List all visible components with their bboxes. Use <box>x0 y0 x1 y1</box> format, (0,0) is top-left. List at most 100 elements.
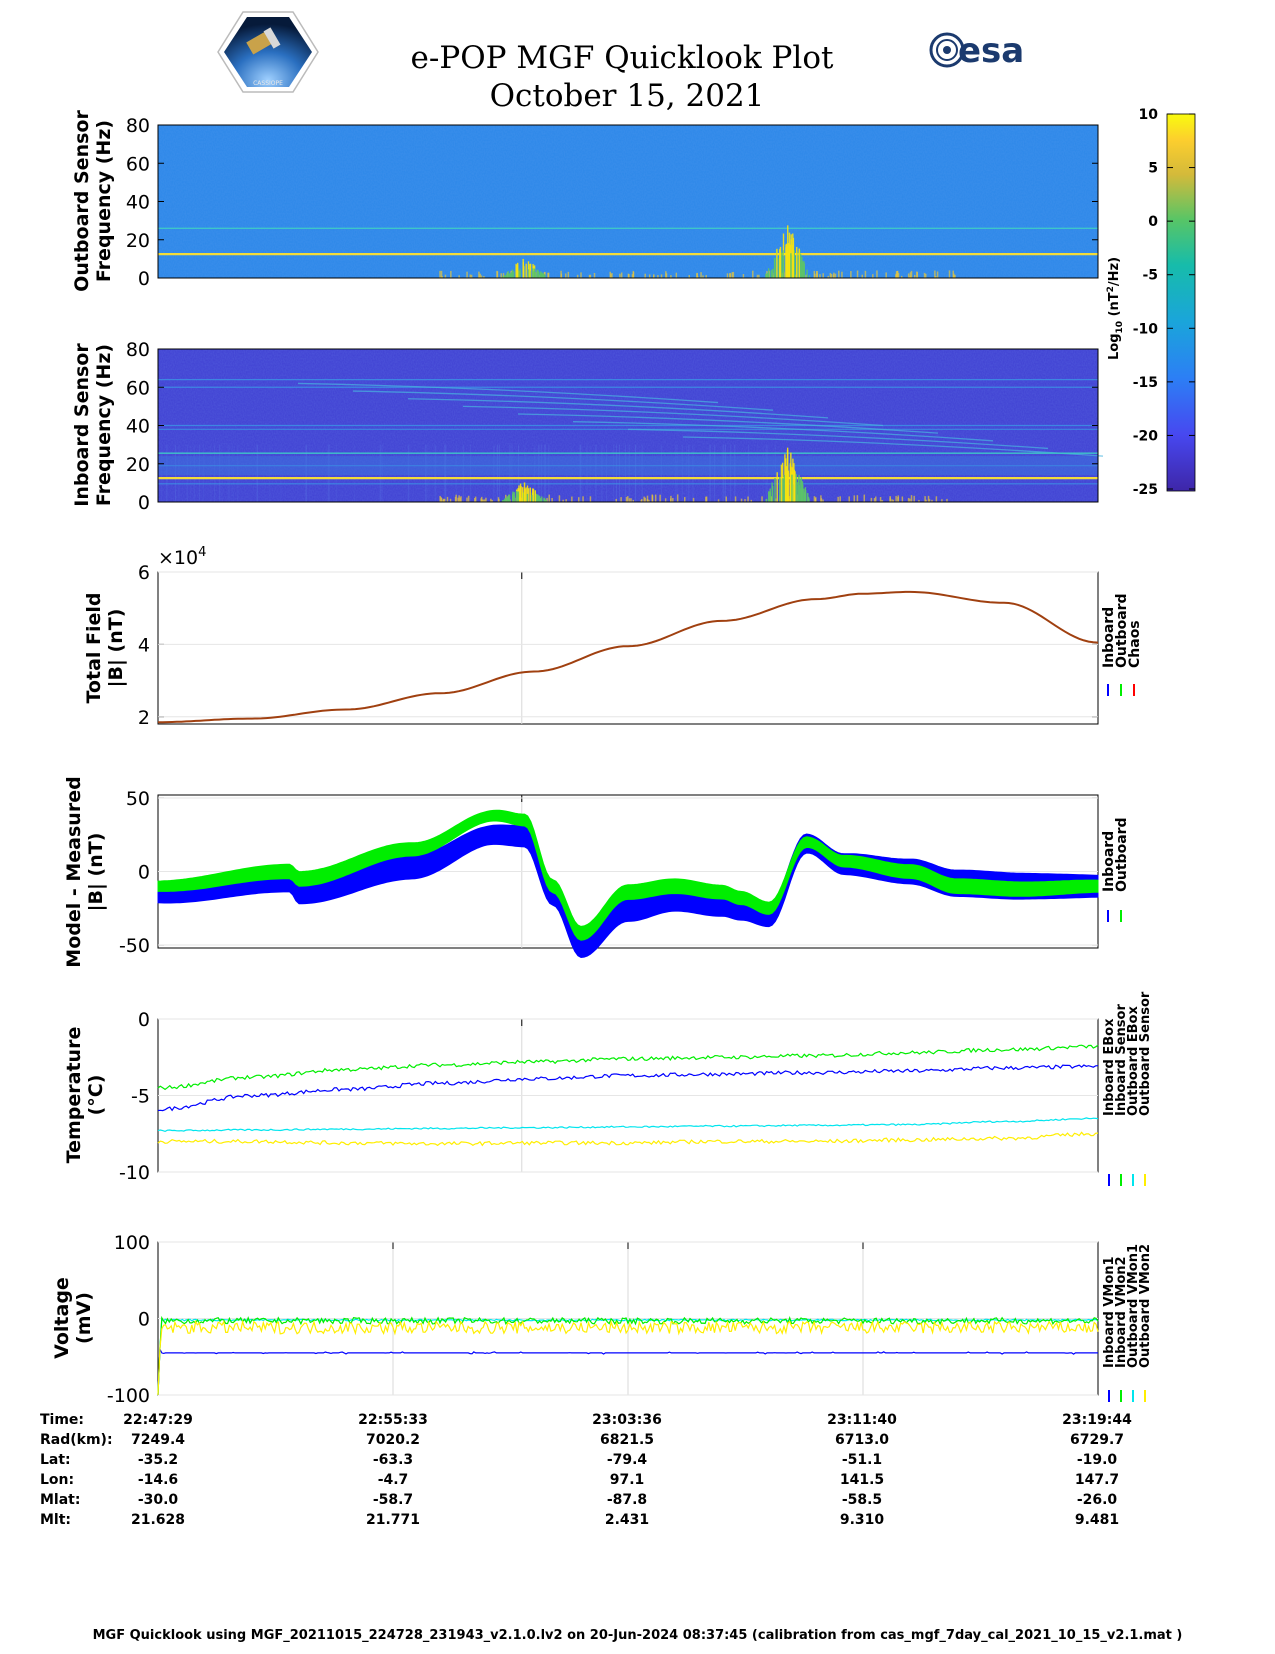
temperature-line <box>157 1044 1099 1091</box>
ephemeris-cell: -4.7 <box>378 1472 409 1488</box>
ytick-label: 50 <box>126 788 150 810</box>
drifting-trace <box>682 436 1104 457</box>
inboard-spectrogram-panel: 80 60 40 20 0 Inboard Sensor Frequency (Hz) <box>71 339 1104 514</box>
ytick-label: 0 <box>138 1009 150 1031</box>
legend-label: Outboard EBox <box>1126 1006 1141 1116</box>
ytick-label: 80 <box>126 339 150 361</box>
esa-logo-text: esa <box>958 31 1024 71</box>
drifting-trace <box>627 428 1049 450</box>
legend-label: Outboard <box>1114 593 1130 668</box>
ephemeris-cell: 2.431 <box>605 1512 649 1528</box>
temperature-ylabel-line2: (°C) <box>85 1075 107 1116</box>
ephemeris-cell: -30.0 <box>138 1492 179 1508</box>
colorbar-tick-label: -5 <box>1142 268 1158 284</box>
colorbar: 10 5 0 -5 -10 -15 -20 -25 Log10 (nT2/Hz) <box>1106 107 1196 498</box>
ephemeris-row-label: Mlat: <box>40 1492 80 1508</box>
ephemeris-cell: 147.7 <box>1075 1472 1119 1488</box>
ytick-label: 40 <box>126 416 150 438</box>
temperature-line <box>157 1064 1099 1112</box>
ephemeris-cell: 9.481 <box>1075 1512 1119 1528</box>
ephemeris-row-label: Lon: <box>40 1472 74 1488</box>
ephemeris-cell: -87.8 <box>607 1492 647 1508</box>
legend-label: Inboard Sensor <box>1114 1004 1129 1116</box>
ephemeris-cell: 23:03:36 <box>592 1412 662 1428</box>
esa-logo: esa <box>929 31 1024 71</box>
ytick-label: 0 <box>138 492 150 514</box>
ephemeris-cell: -14.6 <box>138 1472 178 1488</box>
voltage-ylabel-line1: Voltage <box>51 1277 73 1359</box>
temperature-line <box>157 1117 1099 1133</box>
ytick-label: 2 <box>138 707 150 729</box>
total-field-ylabel-line1: Total Field <box>83 592 105 703</box>
ephemeris-cell: -19.0 <box>1077 1452 1118 1468</box>
ephemeris-row-label: Time: <box>40 1412 84 1428</box>
ephemeris-cell: -58.5 <box>842 1492 882 1508</box>
drifting-trace <box>407 398 829 419</box>
legend-label: Inboard VMon2 <box>1114 1256 1129 1368</box>
drifting-trace <box>517 413 939 434</box>
ytick-label: 40 <box>126 192 150 214</box>
title-line2: October 15, 2021 <box>490 78 765 114</box>
ytick-label: 60 <box>126 377 150 399</box>
colorbar-tick-label: 10 <box>1139 107 1159 123</box>
ephemeris-cell: 6729.7 <box>1070 1432 1124 1448</box>
temperature-ylabel-line1: Temperature <box>63 1027 85 1164</box>
cassiope-logo-text: CASSIOPE <box>253 80 283 87</box>
ephemeris-cell: -58.7 <box>373 1492 413 1508</box>
ephemeris-cell: -51.1 <box>842 1452 882 1468</box>
ytick-label: 0 <box>138 1309 150 1331</box>
title-line1: e-POP MGF Quicklook Plot <box>411 40 834 76</box>
outboard-ylabel-line2: Frequency (Hz) <box>93 120 115 282</box>
ephemeris-cell: 7020.2 <box>366 1432 420 1448</box>
total-field-line <box>158 590 1099 724</box>
drifting-trace <box>352 390 774 411</box>
voltage-line <box>157 1315 1099 1396</box>
model-ylabel-line2: |B| (nT) <box>85 833 107 912</box>
ytick-label: 100 <box>114 1232 150 1254</box>
ephemeris-cell: 6821.5 <box>600 1432 654 1448</box>
low-frequency-band <box>158 456 1098 476</box>
ytick-label: -100 <box>107 1385 150 1407</box>
ephemeris-row-label: Mlt: <box>40 1512 71 1528</box>
ytick-label: 6 <box>138 562 150 584</box>
ytick-label: 60 <box>126 153 150 175</box>
ephemeris-cell: 141.5 <box>840 1472 884 1488</box>
ytick-label: 0 <box>138 862 150 884</box>
legend-label: Outboard Sensor <box>1138 991 1153 1116</box>
voltage-line <box>157 1348 1098 1396</box>
total-field-exponent: ×104 <box>158 545 206 569</box>
drifting-trace <box>297 382 719 404</box>
ephemeris-cell: 23:19:44 <box>1062 1412 1132 1428</box>
ephemeris-cell: 22:47:29 <box>123 1412 193 1428</box>
ytick-label: 0 <box>138 268 150 290</box>
ephemeris-cell: -79.4 <box>607 1452 648 1468</box>
ephemeris-cell: -26.0 <box>1077 1492 1118 1508</box>
colorbar-tick-label: 5 <box>1148 161 1158 177</box>
voltage-line <box>157 1319 1099 1396</box>
ytick-label: 80 <box>126 115 150 137</box>
ytick-label: 4 <box>138 634 150 656</box>
legend-label: Chaos <box>1127 620 1143 668</box>
inboard-ylabel-line2: Frequency (Hz) <box>93 344 115 506</box>
outboard-difference-band <box>157 809 1099 941</box>
drifting-trace <box>462 405 884 427</box>
legend-label: Outboard <box>1114 817 1130 892</box>
outboard-spectrogram-panel: 80 60 40 20 0 Outboard Sensor Frequency (Hz) <box>71 110 1099 292</box>
total-field-plot <box>157 571 1099 725</box>
ephemeris-cell: 21.628 <box>131 1512 185 1528</box>
voltage-ylabel-line2: (mV) <box>73 1292 95 1344</box>
colorbar-tick-label: -15 <box>1133 375 1158 391</box>
ytick-label: -50 <box>119 935 150 957</box>
footer-caption: MGF Quicklook using MGF_20211015_224728_… <box>92 1628 1183 1643</box>
total-field-ylabel-line2: |B| (nT) <box>105 609 127 688</box>
ephemeris-cell: 23:11:40 <box>827 1412 897 1428</box>
colorbar-tick-label: 0 <box>1148 214 1158 230</box>
colorbar-tick-label: -25 <box>1133 482 1158 498</box>
ephemeris-cell: 6713.0 <box>835 1432 889 1448</box>
ephemeris-cell: 97.1 <box>610 1472 645 1488</box>
